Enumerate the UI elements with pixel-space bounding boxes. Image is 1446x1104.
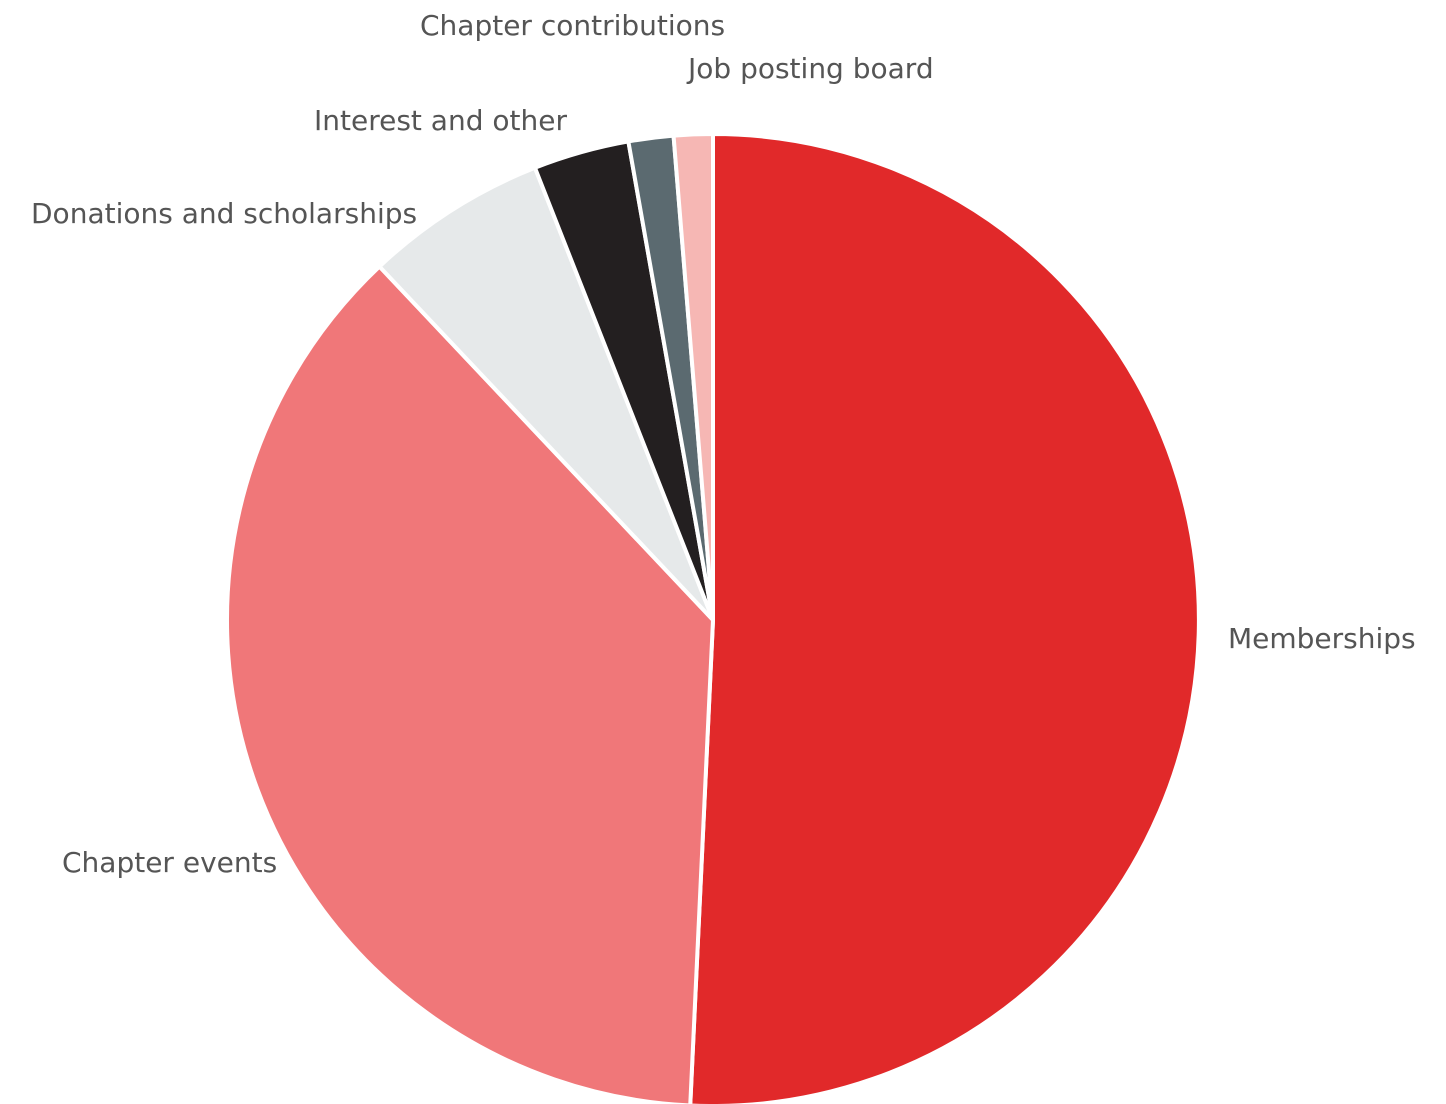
pie-slice-donations-and-scholarships (376, 165, 715, 622)
label-chapter-contributions: Chapter contributions (420, 9, 725, 42)
pie-slice-chapter-events (225, 263, 716, 1104)
label-interest-and-other: Interest and other (314, 104, 567, 137)
pie-slice-memberships (688, 131, 1201, 1104)
label-donations-and-scholarships: Donations and scholarships (31, 197, 417, 230)
label-chapter-events: Chapter events (62, 846, 277, 879)
pie-labels: Memberships Chapter events Donations and… (31, 9, 1416, 879)
pie-slices (225, 131, 1201, 1104)
label-job-posting-board: Job posting board (686, 52, 934, 85)
pie-slice-job-posting-board (671, 131, 715, 621)
label-memberships: Memberships (1228, 622, 1416, 655)
